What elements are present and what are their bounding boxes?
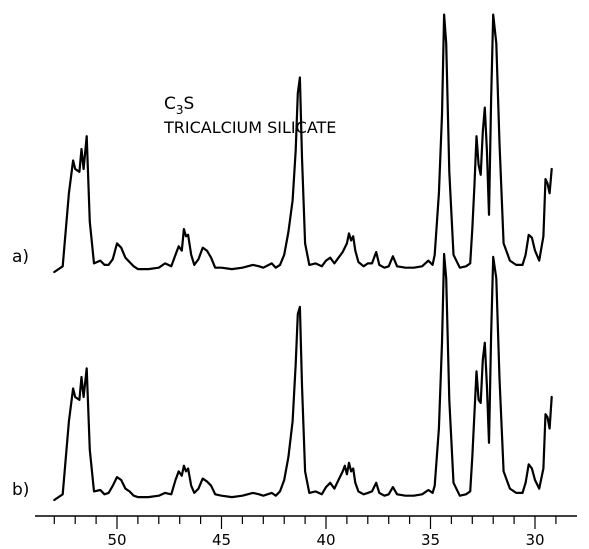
x-tick-label: 30 — [525, 531, 544, 549]
x-tick-label: 45 — [212, 531, 231, 549]
series-label-a: a) — [12, 247, 29, 267]
spectrum-traces — [53, 13, 553, 502]
x-axis: 50 45 40 35 30 — [35, 515, 577, 549]
series-label-b: b) — [12, 480, 29, 500]
compound-annotation: C3S TRICALCIUM SILICATE — [163, 94, 336, 137]
x-tick-label: 50 — [107, 531, 126, 549]
x-tick-label: 35 — [421, 531, 440, 549]
compound-formula: C3S — [164, 94, 194, 117]
x-axis-ticks: 50 45 40 35 30 — [53, 516, 557, 549]
spectrum-trace-b — [53, 252, 553, 502]
compound-name: TRICALCIUM SILICATE — [163, 118, 336, 137]
x-tick-label: 40 — [316, 531, 335, 549]
spectrum-trace-a — [53, 13, 553, 274]
series-labels: a) b) — [12, 247, 29, 500]
